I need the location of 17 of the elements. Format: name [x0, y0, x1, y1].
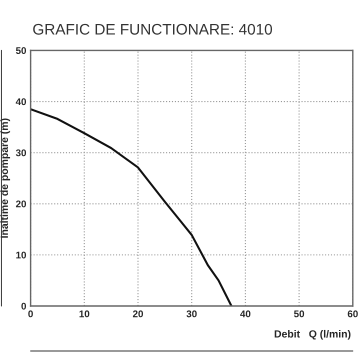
x-tick-label: 60: [348, 310, 358, 318]
y-axis-title: Inaltime de pompare (m): [0, 118, 10, 238]
line-series: [30, 108, 232, 306]
y-tick-label: 0: [21, 302, 26, 310]
y-tick-label: 30: [16, 149, 26, 156]
y-tick-label: 50: [16, 47, 26, 54]
x-tick-label: 40: [240, 310, 250, 318]
x-tick-label: 10: [80, 310, 90, 318]
x-tick-label: 50: [294, 310, 304, 318]
y-tick-label: 20: [16, 200, 26, 208]
x-tick-label: 20: [132, 310, 144, 318]
x-axis-title: Debit Q (l/min): [274, 330, 350, 340]
y-tick-label: 40: [16, 98, 26, 106]
y-tick-label: 10: [16, 252, 26, 258]
x-tick-label: 0: [28, 310, 33, 318]
chart-title: GRAFIC DE FUNCTIONARE: 4010: [33, 24, 272, 35]
x-tick-label: 30: [186, 310, 197, 318]
